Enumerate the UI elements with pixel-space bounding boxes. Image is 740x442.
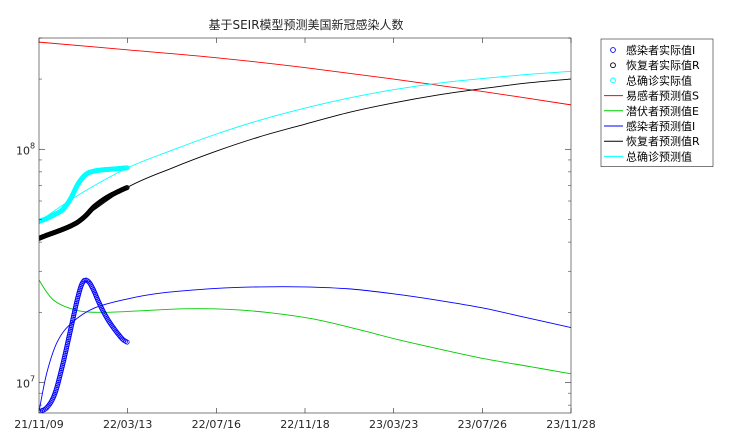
legend-marker <box>610 62 616 69</box>
legend-box <box>600 38 714 167</box>
legend-item: 总确诊实际值 <box>610 73 692 87</box>
x-tick-label: 21/11/09 <box>14 418 63 431</box>
y-tick-exponent: 8 <box>30 141 35 150</box>
y-tick-label: 10 <box>16 144 30 157</box>
data-point <box>42 406 48 412</box>
series-layer <box>39 41 571 413</box>
legend-item: 感染者实际值I <box>610 43 695 57</box>
series-clip-group <box>39 41 571 413</box>
legend-label: 易感者预测值S <box>626 90 699 103</box>
series-markers-guide <box>39 280 127 412</box>
legend-label: 恢复者实际值R <box>626 58 700 72</box>
x-axis: 21/11/09 22/03/13 22/07/16 22/11/18 23/03/23… <box>14 38 596 431</box>
data-point <box>124 339 130 345</box>
legend-marker <box>610 47 616 53</box>
series-line-4 <box>39 78 571 239</box>
legend-label: 感染者实际值I <box>626 43 695 57</box>
x-tick-label: 22/07/16 <box>192 418 241 431</box>
legend-label: 恢复者预测值R <box>626 134 700 148</box>
legend-item: 总确诊预测值 <box>604 149 692 163</box>
x-tick-label: 23/03/23 <box>369 418 418 431</box>
series-line-2 <box>39 279 571 375</box>
legend: 感染者实际值I恢复者实际值R总确诊实际值易感者预测值S潜伏者预测值E感染者预测值… <box>600 38 714 167</box>
x-tick-label: 23/11/28 <box>546 418 595 431</box>
legend-item: 恢复者预测值R <box>604 134 700 148</box>
series-line-3 <box>39 286 571 412</box>
y-tick-exponent: 7 <box>30 375 35 384</box>
y-tick-label: 10 <box>16 378 30 391</box>
legend-label: 总确诊实际值 <box>626 73 692 87</box>
series-markers-2 <box>39 185 130 241</box>
series-markers-1 <box>39 277 130 413</box>
legend-label: 潜伏者预测值E <box>626 104 699 118</box>
legend-label: 感染者预测值I <box>626 119 695 133</box>
series-markers-3 <box>39 165 130 225</box>
legend-item: 潜伏者预测值E <box>604 104 699 118</box>
plot-area <box>38 37 572 414</box>
data-point <box>124 165 130 171</box>
chart-title: 基于SEIR模型预测美国新冠感染人数 <box>208 17 403 32</box>
legend-item: 恢复者实际值R <box>610 58 700 72</box>
legend-item: 易感者预测值S <box>604 90 699 103</box>
legend-label: 总确诊预测值 <box>626 149 692 163</box>
legend-item: 感染者预测值I <box>604 119 695 133</box>
series-line-1 <box>39 41 571 106</box>
x-tick-label: 23/07/26 <box>458 418 507 431</box>
x-tick-label: 22/11/18 <box>280 418 329 431</box>
series-line-5 <box>39 70 571 222</box>
x-tick-label: 22/03/13 <box>103 418 152 431</box>
data-point <box>124 185 130 191</box>
legend-marker <box>610 77 616 84</box>
